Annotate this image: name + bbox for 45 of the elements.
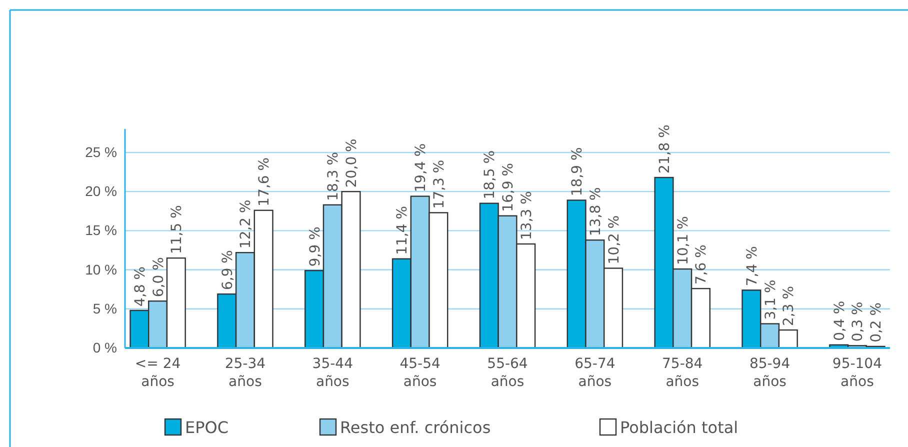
data-label: 18,5 % <box>482 150 498 200</box>
x-tick-label: 35-44 años <box>312 356 354 390</box>
data-label: 7,4 % <box>744 246 760 286</box>
data-label: 10,1 % <box>675 216 692 266</box>
legend-label: Población total <box>620 418 738 437</box>
x-tick-label: 75-84 años <box>662 356 703 390</box>
data-label: 21,8 % <box>656 124 673 174</box>
data-label: 10,2 % <box>606 215 622 264</box>
data-label: 18,9 % <box>570 147 586 196</box>
data-label: 0,2 % <box>868 302 885 342</box>
data-label: 4,8 % <box>132 266 148 306</box>
y-tick-label: 25 % <box>85 144 117 160</box>
data-label: 0,3 % <box>850 302 866 342</box>
y-tick-label: 10 % <box>85 261 117 278</box>
x-tick-label: 65-74 años <box>574 356 616 390</box>
data-label: 9,9 % <box>307 226 324 267</box>
data-label: 17,3 % <box>431 160 448 209</box>
data-label: 12,2 % <box>238 200 254 249</box>
legend-label: EPOC <box>185 418 229 437</box>
data-label: 3,1 % <box>762 280 779 320</box>
x-tick-label: 45-54 años <box>400 356 440 390</box>
data-label: 16,9 % <box>500 162 516 212</box>
y-tick-label: 15 % <box>85 222 117 238</box>
data-label: 6,9 % <box>220 250 236 290</box>
data-label: 13,3 % <box>518 191 535 240</box>
data-label: 13,8 % <box>588 187 604 236</box>
data-label: 17,6 % <box>256 157 273 206</box>
data-label: 0,4 % <box>832 300 848 341</box>
data-label: 11,5 % <box>169 205 186 254</box>
data-label: 11,4 % <box>394 206 411 255</box>
data-label: 2,3 % <box>781 286 798 326</box>
x-tick-label: 25-34 años <box>224 356 266 390</box>
y-tick-label: 20 % <box>85 183 117 200</box>
y-tick-label: 5 % <box>92 300 117 316</box>
x-tick-label: 55-64 años <box>487 356 528 390</box>
data-label: 19,4 % <box>413 143 430 192</box>
data-label: 18,3 % <box>326 152 342 201</box>
data-label: 20,0 % <box>344 138 360 188</box>
legend-label: Resto enf. crónicos <box>340 418 491 437</box>
data-label: 7,6 % <box>694 244 710 285</box>
x-tick-label: <= 24 años <box>134 356 181 390</box>
data-label: 6,0 % <box>150 257 167 298</box>
y-tick-label: 0 % <box>92 339 117 356</box>
x-tick-label: 95-104 años <box>832 356 882 390</box>
x-tick-label: 85-94 años <box>749 356 790 390</box>
